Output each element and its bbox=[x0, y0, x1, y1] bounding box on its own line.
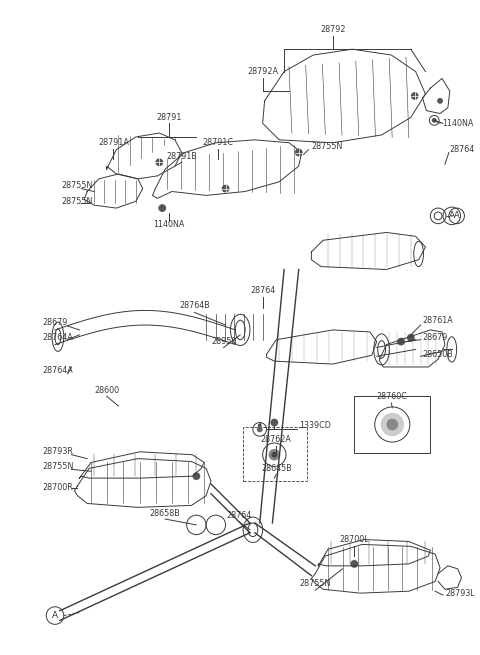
Text: 28600: 28600 bbox=[94, 386, 119, 395]
Text: 28700L: 28700L bbox=[339, 535, 369, 544]
Text: 1339CD: 1339CD bbox=[299, 421, 331, 430]
Text: 28792A: 28792A bbox=[247, 67, 278, 76]
Text: 28755N: 28755N bbox=[62, 196, 93, 206]
Text: 1140NA: 1140NA bbox=[154, 220, 185, 229]
Circle shape bbox=[407, 334, 415, 342]
Text: 1140NA: 1140NA bbox=[442, 119, 473, 128]
Text: 28679: 28679 bbox=[422, 333, 448, 342]
Circle shape bbox=[192, 472, 200, 480]
Circle shape bbox=[270, 419, 278, 426]
Text: 28764: 28764 bbox=[450, 145, 475, 154]
Text: 28679: 28679 bbox=[42, 318, 68, 327]
Circle shape bbox=[271, 452, 277, 458]
Text: 28755N: 28755N bbox=[62, 181, 93, 190]
Text: 28761A: 28761A bbox=[422, 316, 453, 325]
Circle shape bbox=[257, 426, 263, 432]
Text: 28762A: 28762A bbox=[261, 435, 292, 443]
Bar bbox=[243, 428, 307, 481]
Text: 28700R: 28700R bbox=[42, 483, 73, 493]
Circle shape bbox=[386, 419, 398, 430]
Text: 28793L: 28793L bbox=[445, 589, 475, 597]
Circle shape bbox=[295, 149, 302, 157]
Text: 28755N: 28755N bbox=[312, 142, 343, 151]
Circle shape bbox=[411, 92, 419, 100]
Text: 28645B: 28645B bbox=[261, 464, 292, 473]
Circle shape bbox=[156, 159, 163, 166]
Text: 28791C: 28791C bbox=[202, 138, 233, 147]
Text: 28764A: 28764A bbox=[42, 366, 73, 375]
Text: 28791: 28791 bbox=[156, 113, 182, 122]
Text: 28791A: 28791A bbox=[98, 138, 129, 147]
Text: 28764B: 28764B bbox=[179, 301, 210, 310]
Bar bbox=[354, 396, 430, 453]
Circle shape bbox=[258, 424, 262, 428]
Text: A: A bbox=[52, 611, 58, 620]
Circle shape bbox=[397, 338, 405, 346]
Text: 28950: 28950 bbox=[211, 337, 236, 346]
Circle shape bbox=[381, 413, 404, 436]
Text: 28658B: 28658B bbox=[150, 509, 180, 517]
Text: 28755N: 28755N bbox=[300, 579, 331, 588]
Circle shape bbox=[268, 449, 280, 460]
Text: 28650B: 28650B bbox=[422, 350, 453, 359]
Text: A: A bbox=[449, 212, 455, 220]
Text: 28764A: 28764A bbox=[42, 333, 73, 342]
Circle shape bbox=[222, 185, 229, 193]
Text: 28791B: 28791B bbox=[166, 152, 197, 161]
Text: 28764: 28764 bbox=[250, 286, 275, 295]
Text: 28760C: 28760C bbox=[376, 392, 407, 401]
Circle shape bbox=[350, 560, 358, 568]
Text: A: A bbox=[454, 212, 459, 220]
Text: 28764: 28764 bbox=[227, 511, 252, 519]
Text: 28793R: 28793R bbox=[42, 447, 73, 457]
Circle shape bbox=[437, 98, 443, 103]
Circle shape bbox=[158, 204, 166, 212]
Text: 28755N: 28755N bbox=[42, 462, 74, 471]
Circle shape bbox=[432, 118, 437, 122]
Text: 28792: 28792 bbox=[320, 25, 346, 34]
